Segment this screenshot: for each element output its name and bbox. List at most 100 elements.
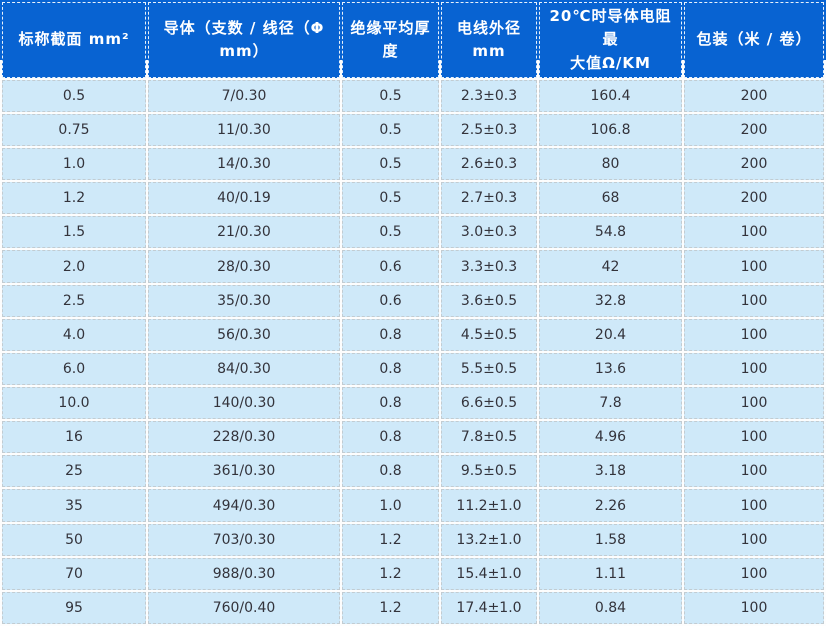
- cell-outer-diameter: 15.4±1.0: [441, 557, 537, 590]
- cell-conductor: 35/0.30: [148, 284, 340, 317]
- cell-insulation-thickness: 0.6: [342, 250, 439, 283]
- cell-outer-diameter: 6.6±0.5: [441, 387, 537, 420]
- cell-resistance: 7.8: [539, 387, 682, 420]
- cell-insulation-thickness: 0.8: [342, 455, 439, 488]
- cell-nominal-cross-section: 25: [2, 455, 146, 488]
- cell-resistance: 1.58: [539, 523, 682, 556]
- table-row: 10.0 140/0.30 0.8 6.6±0.5 7.8 100: [2, 387, 824, 420]
- cell-packaging: 200: [684, 79, 824, 112]
- cell-resistance: 54.8: [539, 216, 682, 249]
- col-header-wire-outer-diameter: 电线外径 mm: [441, 2, 537, 78]
- cell-insulation-thickness: 0.5: [342, 113, 439, 147]
- cell-packaging: 100: [684, 216, 824, 249]
- cell-nominal-cross-section: 1.2: [2, 182, 146, 215]
- cell-nominal-cross-section: 4.0: [2, 318, 146, 351]
- cell-packaging: 100: [684, 591, 824, 624]
- cell-nominal-cross-section: 50: [2, 523, 146, 556]
- table-row: 1.2 40/0.19 0.5 2.7±0.3 68 200: [2, 182, 824, 215]
- cell-conductor: 988/0.30: [148, 557, 340, 590]
- cell-nominal-cross-section: 70: [2, 557, 146, 590]
- table-row: 16 228/0.30 0.8 7.8±0.5 4.96 100: [2, 421, 824, 454]
- cell-conductor: 28/0.30: [148, 250, 340, 283]
- table-row: 35 494/0.30 1.0 11.2±1.0 2.26 100: [2, 489, 824, 522]
- cell-nominal-cross-section: 10.0: [2, 387, 146, 420]
- cell-outer-diameter: 2.3±0.3: [441, 79, 537, 112]
- cell-nominal-cross-section: 2.5: [2, 284, 146, 317]
- col-header-packaging: 包装（米 / 卷）: [684, 2, 824, 78]
- col-header-insulation-avg-thickness: 绝缘平均厚度: [342, 2, 439, 78]
- table-header: 标称截面 mm² 导体（支数 / 线径（Φ mm） 绝缘平均厚度 电线外径 mm…: [2, 2, 824, 78]
- cell-resistance: 80: [539, 148, 682, 181]
- cell-conductor: 40/0.19: [148, 182, 340, 215]
- cell-outer-diameter: 4.5±0.5: [441, 318, 537, 351]
- cell-conductor: 56/0.30: [148, 318, 340, 351]
- cell-packaging: 100: [684, 387, 824, 420]
- table-row: 0.5 7/0.30 0.5 2.3±0.3 160.4 200: [2, 79, 824, 112]
- cell-nominal-cross-section: 6.0: [2, 352, 146, 386]
- cell-packaging: 100: [684, 421, 824, 454]
- table-row: 95 760/0.40 1.2 17.4±1.0 0.84 100: [2, 591, 824, 624]
- cell-resistance: 32.8: [539, 284, 682, 317]
- cell-packaging: 100: [684, 284, 824, 317]
- cell-packaging: 100: [684, 318, 824, 351]
- cell-outer-diameter: 13.2±1.0: [441, 523, 537, 556]
- cell-outer-diameter: 7.8±0.5: [441, 421, 537, 454]
- cell-nominal-cross-section: 0.5: [2, 79, 146, 112]
- cell-insulation-thickness: 0.5: [342, 216, 439, 249]
- cell-insulation-thickness: 0.5: [342, 182, 439, 215]
- cell-insulation-thickness: 1.2: [342, 523, 439, 556]
- cell-resistance: 4.96: [539, 421, 682, 454]
- cell-insulation-thickness: 0.8: [342, 352, 439, 386]
- cell-conductor: 703/0.30: [148, 523, 340, 556]
- cell-packaging: 200: [684, 148, 824, 181]
- table-row: 0.75 11/0.30 0.5 2.5±0.3 106.8 200: [2, 113, 824, 147]
- cell-resistance: 3.18: [539, 455, 682, 488]
- table-row: 2.0 28/0.30 0.6 3.3±0.3 42 100: [2, 250, 824, 283]
- cell-conductor: 760/0.40: [148, 591, 340, 624]
- col-header-nominal-cross-section: 标称截面 mm²: [2, 2, 146, 78]
- cell-resistance: 13.6: [539, 352, 682, 386]
- cell-conductor: 228/0.30: [148, 421, 340, 454]
- cell-insulation-thickness: 0.8: [342, 421, 439, 454]
- cell-outer-diameter: 9.5±0.5: [441, 455, 537, 488]
- cell-outer-diameter: 3.0±0.3: [441, 216, 537, 249]
- cell-nominal-cross-section: 35: [2, 489, 146, 522]
- cell-outer-diameter: 2.7±0.3: [441, 182, 537, 215]
- cell-resistance: 160.4: [539, 79, 682, 112]
- cell-conductor: 7/0.30: [148, 79, 340, 112]
- cell-packaging: 100: [684, 455, 824, 488]
- cell-outer-diameter: 2.6±0.3: [441, 148, 537, 181]
- header-row: 标称截面 mm² 导体（支数 / 线径（Φ mm） 绝缘平均厚度 电线外径 mm…: [2, 2, 824, 78]
- cell-outer-diameter: 2.5±0.3: [441, 113, 537, 147]
- table-row: 6.0 84/0.30 0.8 5.5±0.5 13.6 100: [2, 352, 824, 386]
- cell-conductor: 11/0.30: [148, 113, 340, 147]
- cell-resistance: 0.84: [539, 591, 682, 624]
- cell-insulation-thickness: 1.0: [342, 489, 439, 522]
- table-row: 25 361/0.30 0.8 9.5±0.5 3.18 100: [2, 455, 824, 488]
- cell-resistance: 106.8: [539, 113, 682, 147]
- cell-packaging: 100: [684, 557, 824, 590]
- cell-outer-diameter: 11.2±1.0: [441, 489, 537, 522]
- cell-nominal-cross-section: 1.0: [2, 148, 146, 181]
- cell-resistance: 1.11: [539, 557, 682, 590]
- table-row: 70 988/0.30 1.2 15.4±1.0 1.11 100: [2, 557, 824, 590]
- cell-packaging: 200: [684, 113, 824, 147]
- cell-resistance: 20.4: [539, 318, 682, 351]
- cell-outer-diameter: 5.5±0.5: [441, 352, 537, 386]
- cell-conductor: 140/0.30: [148, 387, 340, 420]
- cell-conductor: 84/0.30: [148, 352, 340, 386]
- col-header-max-conductor-resistance: 20℃时导体电阻最 大值Ω/KM: [539, 2, 682, 78]
- cell-insulation-thickness: 0.5: [342, 79, 439, 112]
- cell-nominal-cross-section: 95: [2, 591, 146, 624]
- cell-insulation-thickness: 1.2: [342, 591, 439, 624]
- cell-nominal-cross-section: 0.75: [2, 113, 146, 147]
- cell-insulation-thickness: 0.8: [342, 318, 439, 351]
- cell-packaging: 100: [684, 352, 824, 386]
- cell-resistance: 68: [539, 182, 682, 215]
- table-row: 4.0 56/0.30 0.8 4.5±0.5 20.4 100: [2, 318, 824, 351]
- cell-resistance: 2.26: [539, 489, 682, 522]
- cell-packaging: 200: [684, 182, 824, 215]
- cell-insulation-thickness: 0.6: [342, 284, 439, 317]
- table-row: 2.5 35/0.30 0.6 3.6±0.5 32.8 100: [2, 284, 824, 317]
